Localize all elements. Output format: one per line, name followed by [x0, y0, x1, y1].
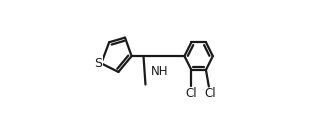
Text: Cl: Cl	[204, 87, 216, 100]
Text: S: S	[94, 57, 102, 70]
Text: Cl: Cl	[186, 87, 197, 100]
Text: NH: NH	[151, 65, 168, 78]
